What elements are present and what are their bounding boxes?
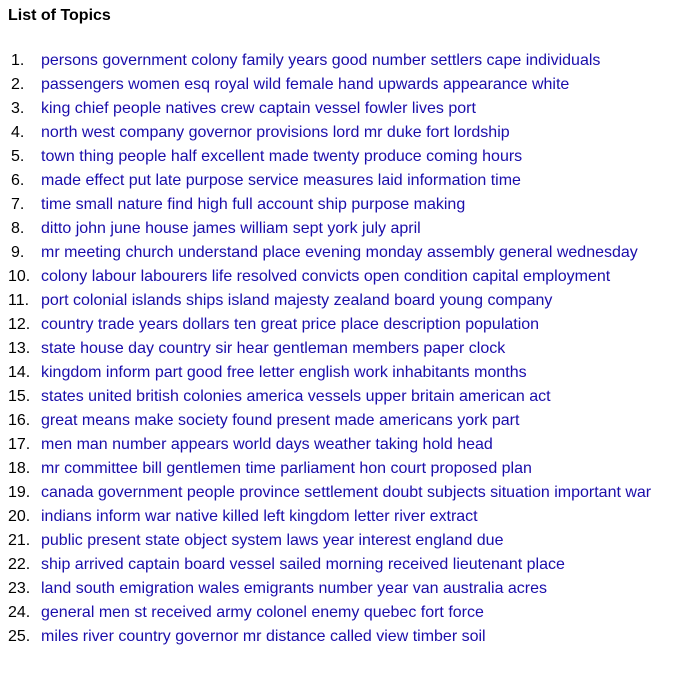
topic-number: 12. bbox=[8, 316, 31, 333]
topic-link[interactable]: persons government colony family years g… bbox=[41, 52, 601, 69]
topic-item: 9. mr meeting church understand place eve… bbox=[8, 241, 672, 265]
topic-link[interactable]: states united british colonies america v… bbox=[41, 388, 551, 405]
topic-item: 19. canada government people province set… bbox=[8, 481, 672, 505]
topic-item: 24. general men st received army colonel … bbox=[8, 601, 672, 625]
topic-item: 21. public present state object system la… bbox=[8, 529, 672, 553]
topic-link[interactable]: land south emigration wales emigrants nu… bbox=[41, 580, 548, 597]
topic-item: 22. ship arrived captain board vessel sai… bbox=[8, 553, 672, 577]
topic-link[interactable]: port colonial islands ships island majes… bbox=[41, 292, 553, 309]
topic-item: 3. king chief people natives crew captain… bbox=[8, 97, 672, 121]
topic-item: 10. colony labour labourers life resolved… bbox=[8, 265, 672, 289]
topic-number: 17. bbox=[8, 436, 31, 453]
topic-number: 14. bbox=[8, 364, 31, 381]
topic-number: 10. bbox=[8, 268, 31, 285]
topic-item: 5. town thing people half excellent made … bbox=[8, 145, 672, 169]
topic-link[interactable]: time small nature find high full account… bbox=[41, 196, 466, 213]
topic-item: 7. time small nature find high full accou… bbox=[8, 193, 672, 217]
topic-link[interactable]: made effect put late purpose service mea… bbox=[41, 172, 521, 189]
topic-link[interactable]: ship arrived captain board vessel sailed… bbox=[41, 556, 565, 573]
topic-number: 23. bbox=[8, 580, 31, 597]
topic-link[interactable]: miles river country governor mr distance… bbox=[41, 628, 486, 645]
topic-list: 1. persons government colony family years… bbox=[8, 49, 672, 649]
topic-number: 4. bbox=[11, 124, 25, 141]
topic-number: 16. bbox=[8, 412, 31, 429]
topic-link[interactable]: mr meeting church understand place eveni… bbox=[41, 244, 638, 261]
topic-link[interactable]: king chief people natives crew captain v… bbox=[41, 100, 476, 117]
topic-item: 18. mr committee bill gentlemen time parl… bbox=[8, 457, 672, 481]
topic-link[interactable]: canada government people province settle… bbox=[41, 484, 652, 501]
topic-number: 6. bbox=[11, 172, 25, 189]
page-title: List of Topics bbox=[8, 7, 111, 24]
topics-page: List of Topics 1. persons government colo… bbox=[8, 6, 672, 649]
topic-link[interactable]: north west company governor provisions l… bbox=[41, 124, 510, 141]
topic-item: 15. states united british colonies americ… bbox=[8, 385, 672, 409]
topic-number: 8. bbox=[11, 220, 25, 237]
topic-number: 24. bbox=[8, 604, 31, 621]
topic-link[interactable]: passengers women esq royal wild female h… bbox=[41, 76, 570, 93]
topic-link[interactable]: public present state object system laws … bbox=[41, 532, 504, 549]
topic-number: 22. bbox=[8, 556, 31, 573]
topic-link[interactable]: ditto john june house james william sept… bbox=[41, 220, 421, 237]
topic-item: 13. state house day country sir hear gent… bbox=[8, 337, 672, 361]
topic-item: 23. land south emigration wales emigrants… bbox=[8, 577, 672, 601]
topic-item: 20. indians inform war native killed left… bbox=[8, 505, 672, 529]
topic-link[interactable]: men man number appears world days weathe… bbox=[41, 436, 493, 453]
topic-link[interactable]: indians inform war native killed left ki… bbox=[41, 508, 478, 525]
topic-link[interactable]: general men st received army colonel ene… bbox=[41, 604, 484, 621]
topic-link[interactable]: mr committee bill gentlemen time parliam… bbox=[41, 460, 532, 477]
topic-item: 16. great means make society found presen… bbox=[8, 409, 672, 433]
topic-item: 12. country trade years dollars ten great… bbox=[8, 313, 672, 337]
topic-link[interactable]: kingdom inform part good free letter eng… bbox=[41, 364, 527, 381]
topic-item: 14. kingdom inform part good free letter … bbox=[8, 361, 672, 385]
topic-item: 2. passengers women esq royal wild female… bbox=[8, 73, 672, 97]
topic-number: 13. bbox=[8, 340, 31, 357]
topic-number: 9. bbox=[11, 244, 25, 261]
topic-number: 11. bbox=[8, 292, 30, 309]
topic-number: 20. bbox=[8, 508, 31, 525]
topic-number: 7. bbox=[11, 196, 25, 213]
topic-item: 8. ditto john june house james william se… bbox=[8, 217, 672, 241]
topic-number: 5. bbox=[11, 148, 25, 165]
topic-link[interactable]: town thing people half excellent made tw… bbox=[41, 148, 523, 165]
topic-item: 17. men man number appears world days wea… bbox=[8, 433, 672, 457]
topic-item: 11. port colonial islands ships island ma… bbox=[8, 289, 672, 313]
topic-item: 6. made effect put late purpose service m… bbox=[8, 169, 672, 193]
topic-link[interactable]: colony labour labourers life resolved co… bbox=[41, 268, 611, 285]
topic-number: 18. bbox=[8, 460, 31, 477]
topic-number: 21. bbox=[8, 532, 31, 549]
topic-link[interactable]: country trade years dollars ten great pr… bbox=[41, 316, 540, 333]
topic-number: 2. bbox=[11, 76, 25, 93]
topic-number: 25. bbox=[8, 628, 31, 645]
topic-link[interactable]: state house day country sir hear gentlem… bbox=[41, 340, 506, 357]
topic-link[interactable]: great means make society found present m… bbox=[41, 412, 520, 429]
topic-number: 19. bbox=[8, 484, 31, 501]
topic-item: 4. north west company governor provisions… bbox=[8, 121, 672, 145]
topic-number: 3. bbox=[11, 100, 25, 117]
topic-item: 25. miles river country governor mr dista… bbox=[8, 625, 672, 649]
topic-item: 1. persons government colony family years… bbox=[8, 49, 672, 73]
topic-number: 1. bbox=[11, 52, 25, 69]
topic-number: 15. bbox=[8, 388, 31, 405]
